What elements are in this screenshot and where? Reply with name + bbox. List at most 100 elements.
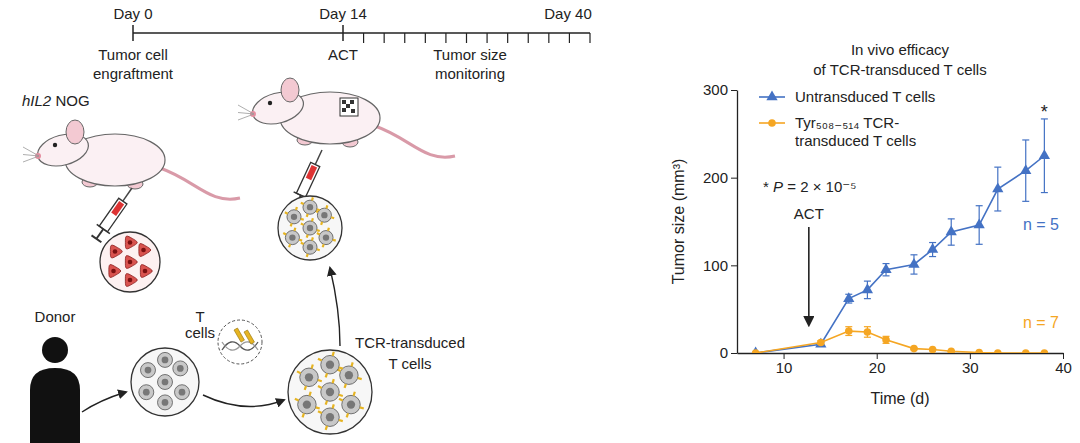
data-point — [908, 258, 919, 268]
data-point — [845, 327, 853, 335]
y-axis-line — [737, 91, 738, 354]
tumor-cells — [100, 232, 160, 292]
timeline-event: Tumor cellengraftment — [93, 46, 174, 82]
data-point — [752, 349, 760, 353]
annotation-arrow — [808, 227, 810, 325]
data-point — [817, 339, 825, 347]
donor-label: Donor — [35, 308, 76, 325]
x-tick: 30 — [962, 353, 979, 376]
n-label: n = 7 — [1023, 314, 1059, 331]
timeline-minor-tick — [569, 33, 570, 43]
data-point — [975, 349, 983, 353]
transduced-label: TCR-transducedT cells — [355, 334, 465, 372]
error-bar — [845, 327, 852, 336]
x-axis-line — [738, 353, 1064, 354]
x-tick-label: 30 — [962, 359, 979, 376]
data-point — [862, 283, 873, 293]
timeline-tick — [342, 25, 344, 41]
error-bar — [883, 336, 890, 343]
donor-icon — [30, 337, 80, 443]
x-tick-label: 40 — [1055, 359, 1072, 376]
data-point — [1041, 349, 1049, 353]
x-axis: 10 20 30 40 — [738, 353, 1072, 376]
series-line — [756, 156, 1045, 353]
legend: Untransduced T cells Tyr₅₀₈₋₅₁₄ TCR-trans… — [759, 88, 935, 149]
timeline-minor-tick — [589, 33, 590, 43]
data-point — [880, 263, 891, 273]
p-value: * P = 2 × 10⁻⁵ — [763, 178, 856, 195]
annotation: ACT — [794, 205, 824, 222]
y-tick-mark — [731, 178, 737, 179]
data-point — [843, 292, 854, 302]
timeline-label: Day 40 — [544, 5, 592, 22]
data-point — [864, 328, 872, 336]
data-point — [1022, 349, 1030, 353]
y-tick-mark — [731, 265, 737, 266]
data-point — [882, 336, 890, 344]
timeline-event: Tumor sizemonitoring — [433, 46, 507, 82]
figure: Day 0 Day 14 Day 40 Tumor cellengraftment AC… — [0, 0, 1080, 443]
timeline-label: Day 0 — [113, 5, 152, 22]
mouse-treated — [238, 78, 455, 157]
y-tick: 200 — [703, 169, 737, 186]
legend-item: Untransduced T cells — [759, 88, 935, 105]
timeline-event: ACT — [328, 46, 358, 63]
data-point — [1039, 149, 1050, 159]
timeline-minor-tick — [363, 33, 364, 43]
y-tick-label: 200 — [703, 169, 728, 186]
gene-label: hIL2 — [22, 92, 52, 109]
timeline-minor-tick — [466, 33, 467, 43]
flow-arrow — [330, 268, 340, 346]
y-axis-title: Tumor size (mm³) — [670, 159, 687, 285]
n-label: n = 5 — [1023, 216, 1059, 233]
legend-label: Tyr₅₀₈₋₅₁₄ TCR-transduced T cells — [795, 114, 916, 149]
y-tick-mark — [731, 353, 737, 354]
legend-item: Tyr₅₀₈₋₅₁₄ TCR-transduced T cells — [759, 114, 916, 149]
y-tick-mark — [731, 90, 737, 91]
y-tick-label: 100 — [703, 257, 728, 274]
x-tick-label: 20 — [869, 359, 886, 376]
timeline-minor-tick — [507, 33, 508, 43]
x-tick: 20 — [869, 353, 886, 376]
t-cell-cluster — [288, 350, 372, 434]
annotation: * — [1041, 102, 1048, 122]
timeline-minor-tick — [404, 33, 405, 43]
tcr-vector — [218, 320, 262, 364]
y-tick: 100 — [703, 257, 737, 274]
t-cell-cluster — [278, 196, 342, 260]
data-point — [929, 346, 937, 353]
data-point — [992, 183, 1003, 193]
error-bar — [864, 327, 871, 338]
flow-arrow — [82, 392, 126, 412]
t-cells-label: Tcells — [185, 308, 215, 341]
chart: In vivo efficacyof TCR-transduced T cell… — [670, 41, 1072, 407]
mouse-engraftment — [23, 120, 240, 199]
data-point — [1020, 164, 1031, 174]
legend-label: Untransduced T cells — [795, 88, 935, 105]
schematic: Day 0 Day 14 Day 40 Tumor cellengraftment AC… — [22, 5, 592, 443]
series-line — [756, 331, 1045, 353]
timeline-minor-tick — [486, 33, 487, 43]
x-tick-label: 10 — [776, 359, 793, 376]
timeline-label: Day 14 — [319, 5, 367, 22]
data-point — [947, 347, 955, 353]
y-tick-label: 300 — [703, 81, 728, 98]
data-point — [946, 226, 957, 236]
y-tick: 0 — [720, 344, 737, 361]
timeline-minor-tick — [548, 33, 549, 43]
y-axis: 0 100 200 300 — [703, 81, 738, 361]
timeline-minor-tick — [445, 33, 446, 43]
timeline-minor-tick — [384, 33, 385, 43]
data-point — [927, 243, 938, 253]
timeline-minor-tick — [425, 33, 426, 43]
data-point — [910, 345, 918, 353]
x-tick: 10 — [776, 353, 793, 376]
y-tick-label: 0 — [720, 344, 728, 361]
data-point — [994, 349, 1002, 353]
strain-label: NOG — [55, 92, 89, 109]
timeline-axis — [133, 32, 590, 34]
mouse-strain: hIL2 NOG — [22, 92, 90, 109]
x-tick: 40 — [1055, 353, 1072, 376]
timeline-minor-tick — [528, 33, 529, 43]
x-axis-title: Time (d) — [871, 390, 930, 407]
